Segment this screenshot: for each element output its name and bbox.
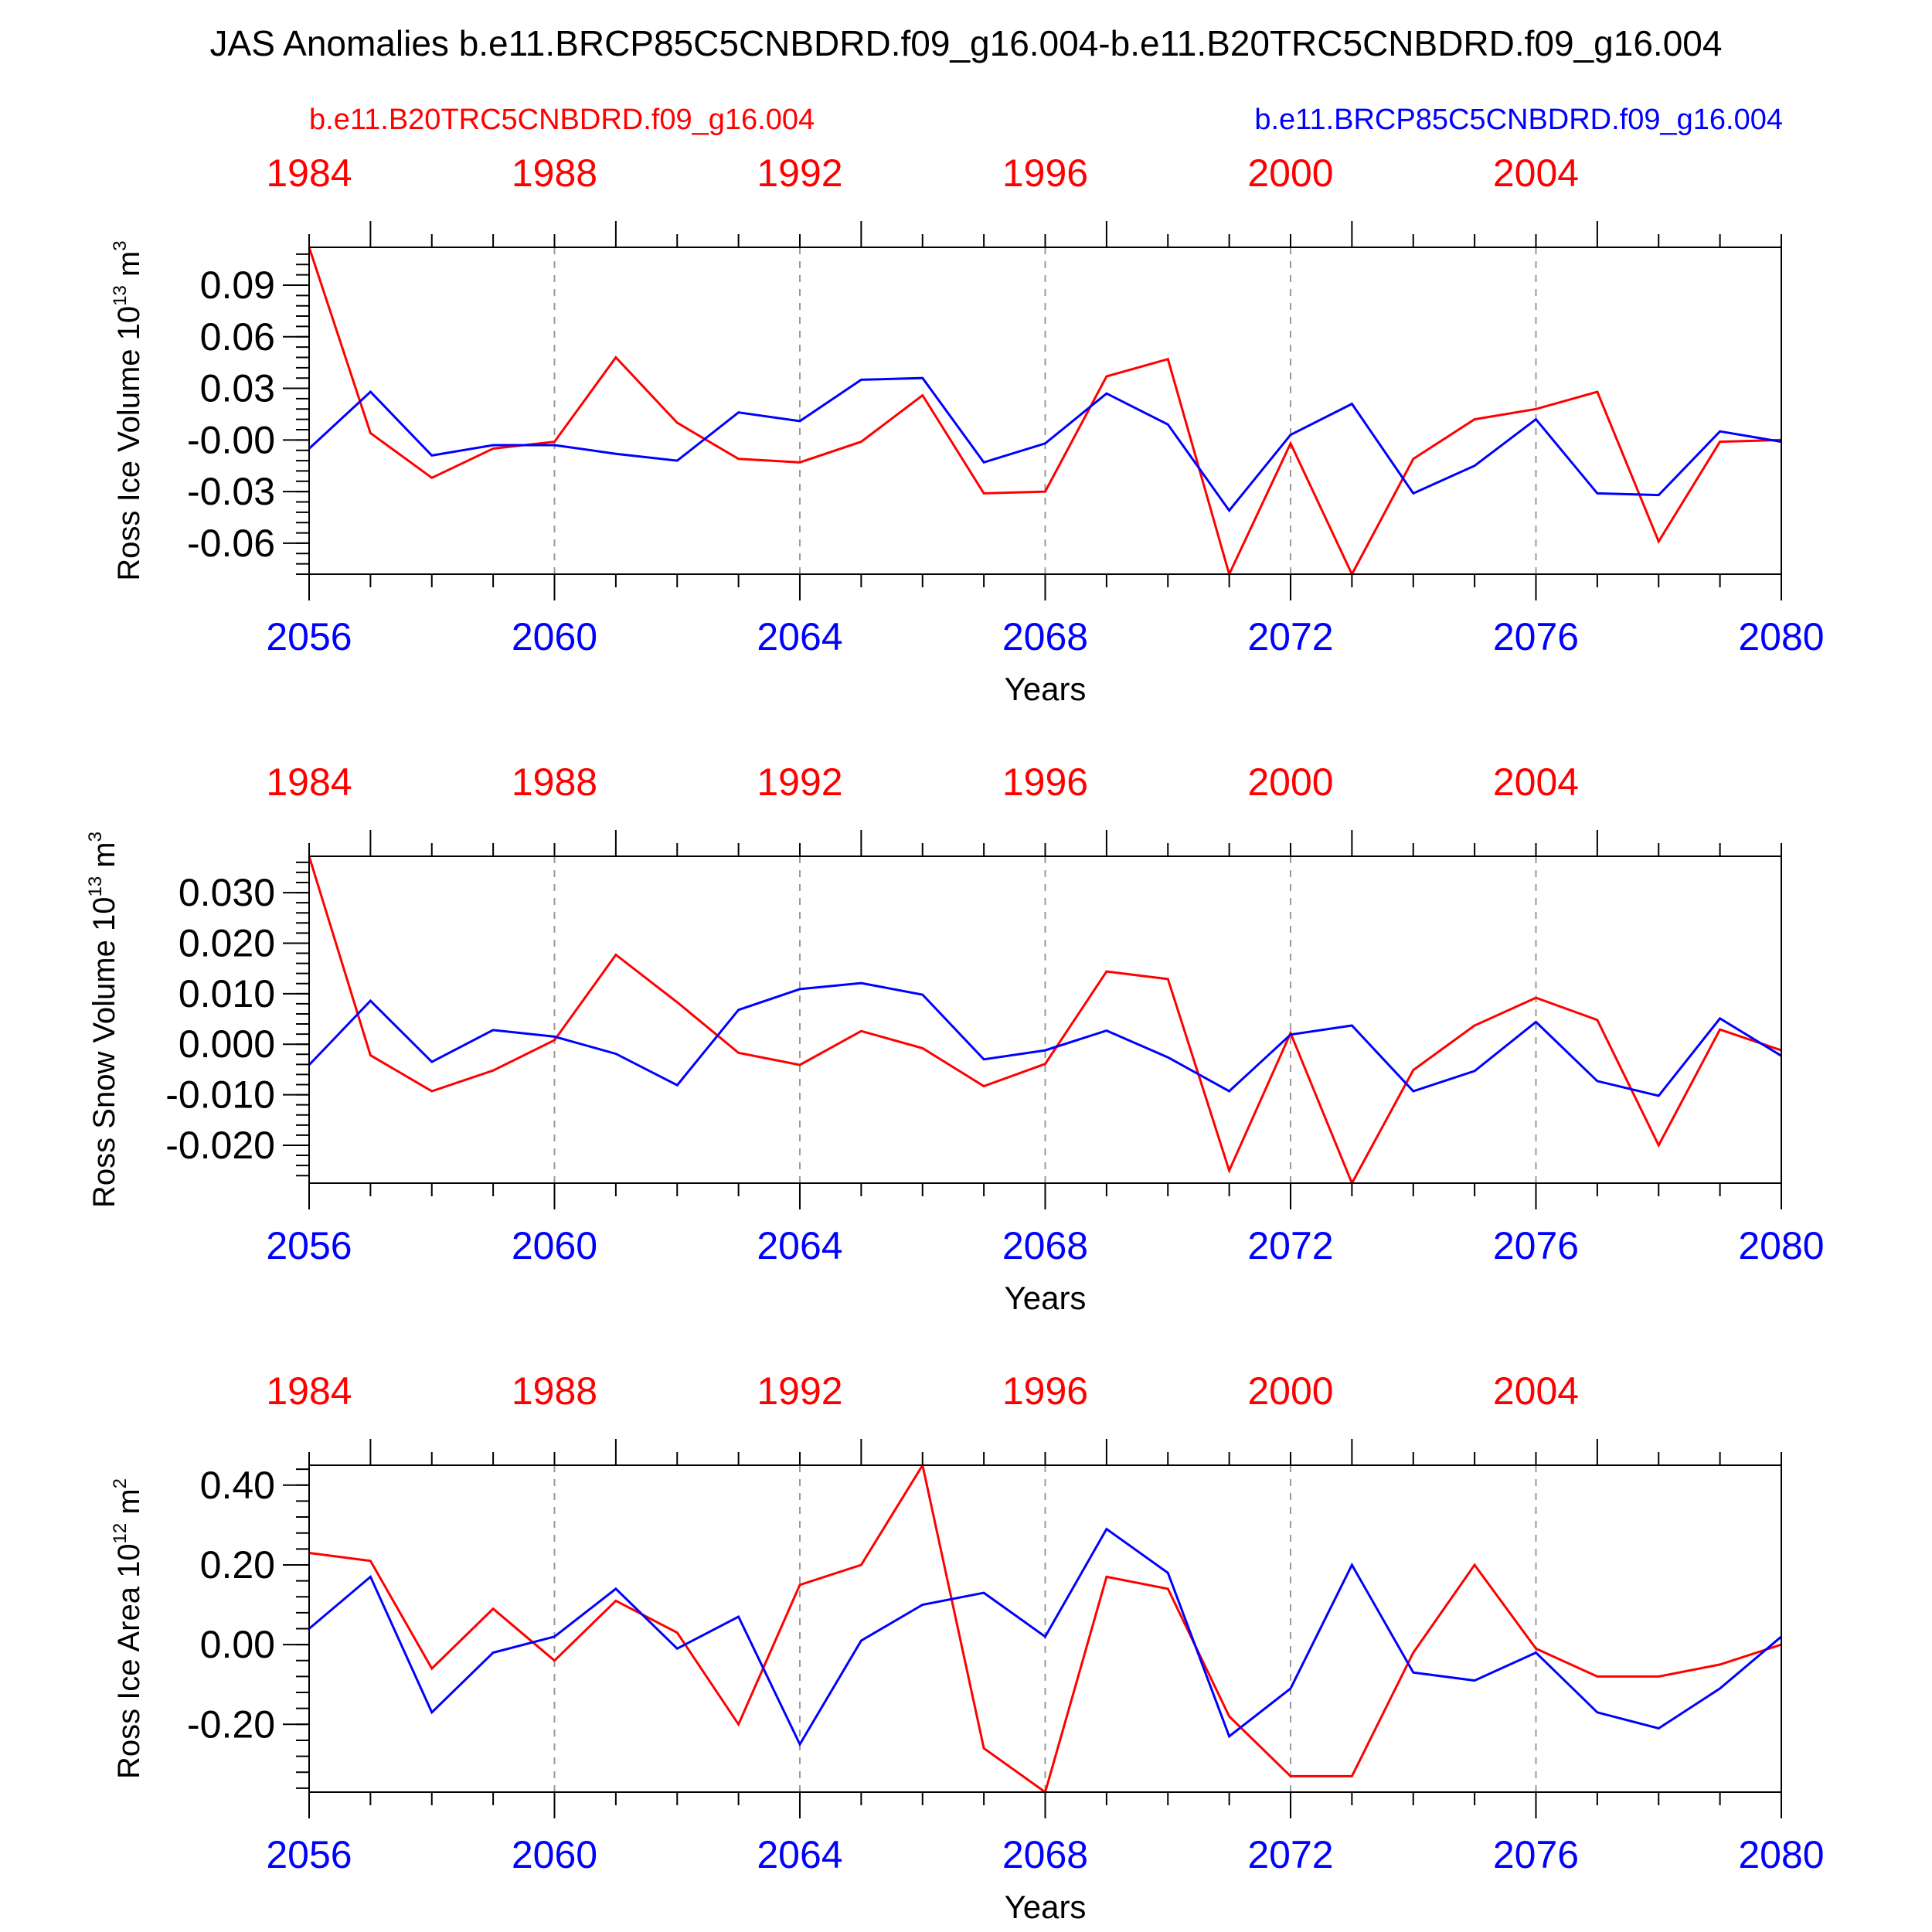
x-tick-label: 2060 [512, 615, 597, 658]
x-tick-label: 2056 [266, 1833, 352, 1876]
x-tick-label: 2072 [1247, 615, 1333, 658]
x-tick-label: 2068 [1002, 1833, 1088, 1876]
x-tick-label: 2064 [757, 1833, 842, 1876]
x-tick-label: 2080 [1738, 1833, 1824, 1876]
x-top-tick-label: 1996 [1002, 151, 1088, 195]
y-axis-title-part: Ross Ice Volume 10 [112, 306, 146, 581]
y-tick-label: 0.03 [200, 367, 275, 410]
x-top-tick-label: 2004 [1493, 151, 1579, 195]
x-tick-label: 2080 [1738, 615, 1824, 658]
x-axis-title: Years [1005, 671, 1087, 707]
series-line-future [308, 1527, 1782, 1747]
x-top-tick-label: 2004 [1493, 760, 1579, 804]
y-tick-label: 0.09 [200, 264, 275, 307]
plot-frame [308, 855, 1782, 1184]
legend-historical-label: b.e11.B20TRC5CNBDRD.f09_g16.004 [309, 104, 815, 136]
y-tick-label: -0.20 [187, 1702, 275, 1746]
series-line-future [308, 981, 1782, 1097]
x-axis-title: Years [1005, 1280, 1087, 1316]
y-tick-label: 0.030 [179, 871, 275, 914]
x-tick-label: 2056 [266, 1224, 352, 1267]
y-axis-title-part: Ross Snow Volume 10 [87, 897, 121, 1208]
x-top-tick-label: 1988 [512, 151, 597, 195]
y-tick-label: 0.000 [179, 1022, 275, 1066]
x-top-tick-label: 1996 [1002, 760, 1088, 804]
y-axis-title: Ross Snow Volume 1013 m3 [85, 832, 121, 1208]
y-tick-label: -0.020 [165, 1124, 275, 1167]
x-top-tick-label: 1984 [266, 760, 352, 804]
y-axis-title-part: m [112, 251, 146, 285]
series-line-historical [308, 855, 1782, 1186]
x-top-tick-label: 1992 [757, 760, 842, 804]
x-tick-label: 2080 [1738, 1224, 1824, 1267]
y-tick-label: 0.00 [200, 1623, 275, 1666]
x-top-tick-label: 2000 [1247, 151, 1333, 195]
y-axis-title-part: Ross Ice Area 10 [112, 1543, 146, 1779]
x-tick-label: 2056 [266, 615, 352, 658]
y-axis-title-superscript: 13 [85, 876, 106, 897]
x-tick-label: 2068 [1002, 615, 1088, 658]
x-axis-title: Years [1005, 1889, 1087, 1925]
y-tick-label: 0.20 [200, 1543, 275, 1587]
y-axis-title-superscript: 13 [110, 285, 131, 306]
x-top-tick-label: 2004 [1493, 1369, 1579, 1413]
y-tick-label: 0.40 [200, 1464, 275, 1507]
plot-frame [308, 247, 1782, 575]
y-axis-title-superscript: 3 [110, 240, 131, 250]
x-tick-label: 2076 [1493, 1833, 1579, 1876]
x-top-tick-label: 1984 [266, 151, 352, 195]
x-tick-label: 2064 [757, 1224, 842, 1267]
x-tick-label: 2068 [1002, 1224, 1088, 1267]
legend-future-label: b.e11.BRCP85C5CNBDRD.f09_g16.004 [1254, 104, 1783, 136]
plot-frame [308, 1464, 1782, 1793]
x-top-tick-label: 1992 [757, 1369, 842, 1413]
series-line-future [308, 376, 1782, 513]
y-tick-label: -0.010 [165, 1073, 275, 1117]
x-tick-label: 2072 [1247, 1833, 1333, 1876]
x-tick-label: 2076 [1493, 1224, 1579, 1267]
x-top-tick-label: 2000 [1247, 760, 1333, 804]
x-tick-label: 2064 [757, 615, 842, 658]
x-top-tick-label: 2000 [1247, 1369, 1333, 1413]
series-line-historical [308, 1462, 1782, 1794]
x-top-tick-label: 1992 [757, 151, 842, 195]
y-axis-title: Ross Ice Volume 1013 m3 [110, 240, 146, 580]
y-axis-title: Ross Ice Area 1012 m2 [110, 1478, 146, 1779]
y-axis-title-superscript: 3 [85, 832, 106, 842]
x-top-tick-label: 1988 [512, 760, 597, 804]
x-tick-label: 2060 [512, 1224, 597, 1267]
y-axis-title-part: m [87, 842, 121, 876]
x-top-tick-label: 1984 [266, 1369, 352, 1413]
y-tick-label: 0.020 [179, 921, 275, 964]
y-tick-label: -0.06 [187, 522, 275, 565]
x-top-tick-label: 1988 [512, 1369, 597, 1413]
y-tick-label: 0.010 [179, 972, 275, 1015]
figure-title: JAS Anomalies b.e11.BRCP85C5CNBDRD.f09_g… [210, 23, 1723, 63]
x-tick-label: 2060 [512, 1833, 597, 1876]
x-tick-label: 2076 [1493, 615, 1579, 658]
y-axis-title-part: m [112, 1488, 146, 1522]
y-tick-label: -0.03 [187, 470, 275, 513]
y-axis-title-superscript: 2 [110, 1478, 131, 1488]
chart-panel-2: 2056 2060 2064 2068 2072 2076 2080 1984 1988 1992… [85, 760, 1824, 1316]
chart-panel-3: 2056 2060 2064 2068 2072 2076 2080 1984 1988 1992… [110, 1369, 1824, 1925]
x-tick-label: 2072 [1247, 1224, 1333, 1267]
y-tick-label: 0.06 [200, 315, 275, 359]
series-line-historical [308, 247, 1782, 578]
chart-panel-1: 2056 2060 2064 2068 2072 2076 2080 1984 1988 1992… [110, 151, 1824, 707]
y-tick-label: -0.00 [187, 418, 275, 461]
y-axis-title-superscript: 12 [110, 1523, 131, 1544]
x-top-tick-label: 1996 [1002, 1369, 1088, 1413]
